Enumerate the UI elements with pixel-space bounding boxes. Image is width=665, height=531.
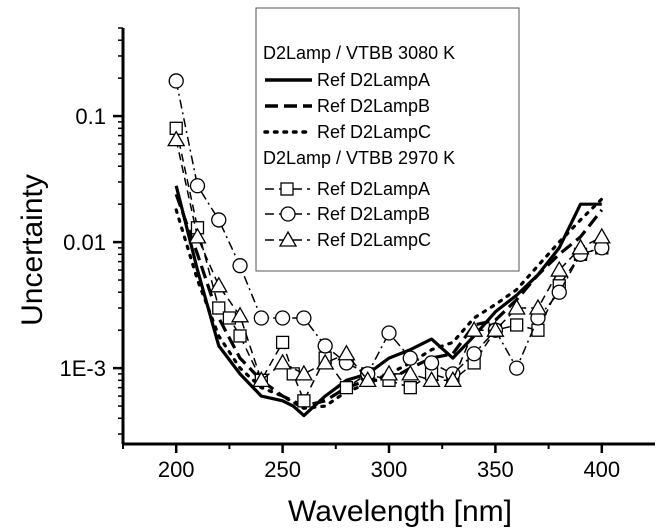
- x-tick-label: 200: [158, 457, 195, 482]
- legend-entry-3080-a: Ref D2LampA: [317, 70, 430, 90]
- x-tick-label: 250: [264, 457, 301, 482]
- data-point-square: [233, 329, 247, 343]
- data-point-circle: [211, 212, 227, 228]
- data-point-circle: [296, 310, 312, 326]
- data-point-circle: [381, 325, 397, 341]
- data-point-circle: [509, 360, 525, 376]
- data-point-circle: [232, 258, 248, 274]
- data-point-circle: [274, 310, 291, 326]
- data-point-triangle: [464, 320, 484, 337]
- data-point-circle: [466, 346, 482, 362]
- data-point-triangle: [273, 353, 292, 370]
- data-point-triangle: [316, 353, 335, 370]
- series-5: [167, 130, 611, 387]
- legend-marker-circle: [280, 206, 296, 222]
- data-point-triangle: [443, 371, 462, 387]
- data-point-circle: [551, 284, 567, 300]
- data-point-triangle: [507, 298, 526, 315]
- data-point-triangle: [358, 371, 377, 387]
- data-point-triangle: [422, 371, 441, 387]
- data-point-triangle: [486, 320, 505, 337]
- data-point-square: [403, 380, 417, 395]
- data-point-square: [510, 318, 524, 332]
- data-point-circle: [168, 73, 184, 89]
- data-point-triangle: [294, 364, 314, 381]
- data-point-square: [339, 380, 354, 395]
- series-line: [175, 139, 603, 382]
- data-point-triangle: [571, 238, 590, 255]
- data-point-circle: [423, 355, 440, 371]
- data-point-circle: [189, 178, 206, 194]
- data-point-square: [531, 323, 545, 337]
- data-point-triangle: [209, 276, 228, 293]
- x-tick-label: 350: [477, 457, 514, 482]
- legend-group-title-2970: D2Lamp / VTBB 2970 K: [263, 148, 455, 168]
- data-point-square: [212, 301, 226, 315]
- data-point-triangle: [401, 364, 420, 381]
- x-tick-label: 400: [583, 457, 620, 482]
- data-point-square: [275, 335, 290, 350]
- data-point-triangle: [167, 130, 186, 147]
- legend-entry-3080-c: Ref D2LampC: [317, 122, 431, 142]
- data-point-circle: [253, 310, 269, 326]
- data-point-circle: [317, 338, 333, 354]
- data-point-triangle: [188, 227, 207, 244]
- data-point-triangle: [550, 260, 569, 277]
- data-point-triangle: [337, 344, 356, 361]
- y-axis-label: Uncertainty: [16, 174, 49, 326]
- legend-group-title-3080: D2Lamp / VTBB 3080 K: [263, 43, 455, 63]
- series-4: [168, 73, 610, 382]
- data-point-triangle: [379, 364, 399, 381]
- series-layer: [167, 73, 611, 418]
- y-tick-label: 0.1: [75, 104, 106, 129]
- legend-marker-triangle: [278, 230, 298, 247]
- axes-layer: 200 250 300 350 400 1E-3 0.01 0.1: [60, 27, 655, 482]
- legend-entry-2970-c: Ref D2LampC: [317, 230, 431, 250]
- data-point-triangle: [528, 298, 548, 315]
- x-tick-label: 300: [371, 457, 408, 482]
- data-point-triangle: [252, 371, 271, 387]
- legend-entry-2970-b: Ref D2LampB: [317, 204, 430, 224]
- legend: D2Lamp / VTBB 3080 K Ref D2LampA Ref D2L…: [255, 7, 520, 272]
- series-line: [175, 80, 603, 375]
- legend-entry-2970-a: Ref D2LampA: [317, 179, 430, 199]
- x-axis-label: Wavelength [nm]: [288, 495, 512, 528]
- data-point-triangle: [230, 306, 250, 323]
- data-point-triangle: [592, 227, 611, 244]
- y-tick-label: 0.01: [63, 230, 106, 255]
- data-point-square: [297, 394, 311, 408]
- legend-marker-square: [280, 182, 294, 196]
- y-tick-label: 1E-3: [60, 356, 106, 381]
- legend-entry-3080-b: Ref D2LampB: [317, 96, 430, 116]
- legend-box: [255, 7, 520, 272]
- data-point-circle: [402, 350, 418, 366]
